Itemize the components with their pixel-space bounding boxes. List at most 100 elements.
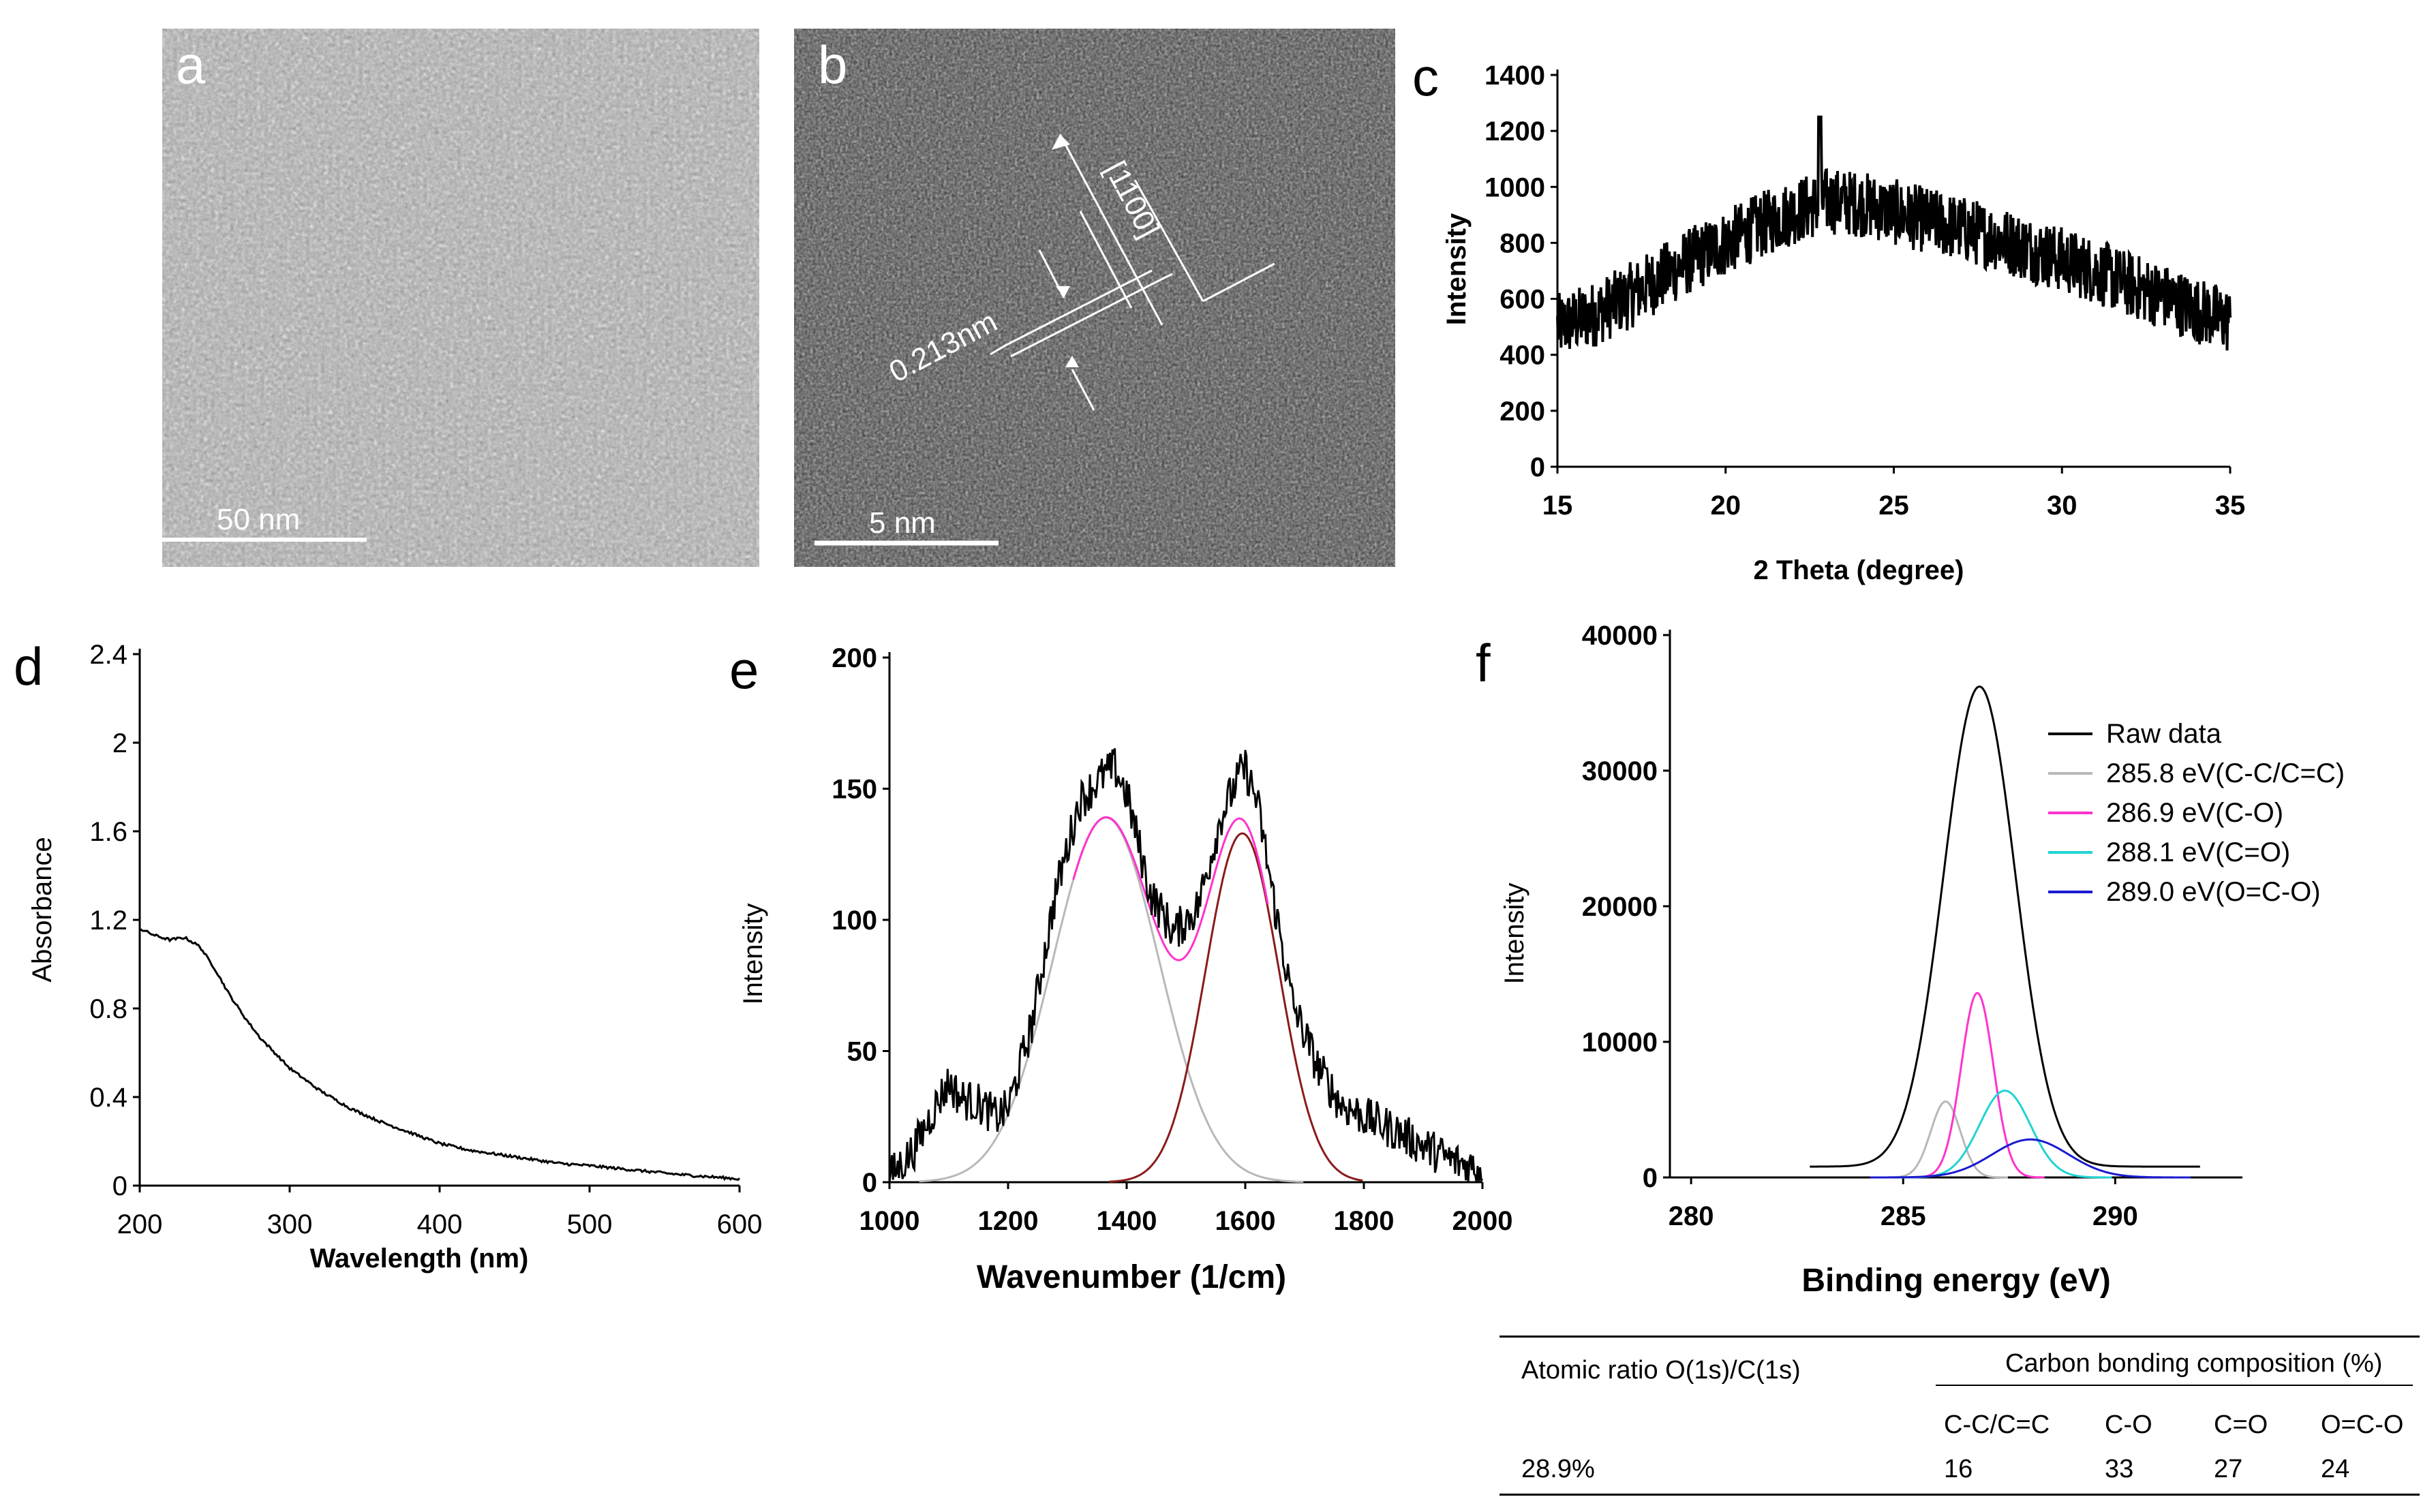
chart-e-xlabel: Wavenumber (1/cm) — [977, 1259, 1286, 1295]
y-tick-label: 0 — [862, 1168, 877, 1198]
table-col-header: O=C-O — [2321, 1410, 2404, 1439]
raman-raw-line — [888, 748, 1484, 1183]
legend-label: 286.9 eV(C-O) — [2106, 798, 2283, 828]
cumulative-fit-line — [1072, 816, 1269, 961]
y-tick-label: 0 — [1530, 452, 1545, 482]
y-tick-label: 200 — [1499, 397, 1545, 427]
chart-f-ylabel: Intensity — [1499, 883, 1529, 985]
x-tick-label: 600 — [717, 1209, 763, 1239]
chart-d-label: d — [14, 636, 43, 696]
table-col-header: C=O — [2214, 1410, 2268, 1439]
x-tick-label: 1000 — [859, 1206, 920, 1236]
y-tick-label: 40000 — [1582, 621, 1658, 651]
panel-b-label: b — [818, 35, 847, 95]
arrow-icon — [1056, 286, 1070, 298]
absorbance-series-line — [139, 928, 741, 1182]
x-tick-label: 500 — [567, 1209, 613, 1239]
y-tick-label: 600 — [1499, 285, 1545, 315]
panel-b-scale-label: 5 nm — [869, 506, 936, 540]
y-tick-label: 0.8 — [89, 994, 127, 1024]
table-cell: 16 — [1944, 1455, 1973, 1483]
xps-component-line — [1909, 991, 2045, 1179]
xps-chart: f 0 10000 20000 30000 40000 280 285 290 Raw dat… — [1476, 621, 2345, 1299]
legend-label: 289.0 eV(O=C-O) — [2106, 877, 2321, 907]
chart-c-label: c — [1412, 47, 1439, 107]
legend-label: 285.8 eV(C-C/C=C) — [2106, 758, 2345, 788]
chart-d-xlabel: Wavelength (nm) — [310, 1244, 529, 1274]
y-tick-label: 200 — [832, 643, 877, 673]
x-tick-label: 290 — [2092, 1201, 2138, 1231]
x-tick-label: 1200 — [978, 1206, 1039, 1236]
uvvis-chart: d 0 0.4 0.8 1.2 1.6 2 2.4 200 300 400 500 600 Wavel… — [14, 636, 763, 1274]
x-tick-label: 2000 — [1452, 1206, 1513, 1236]
panel-a-tem-image: a 50 nm — [162, 29, 759, 567]
chart-e-label: e — [729, 640, 759, 700]
y-tick-label: 1400 — [1485, 61, 1545, 91]
x-tick-label: 400 — [417, 1209, 463, 1239]
y-tick-label: 2 — [112, 728, 127, 758]
y-tick-label: 100 — [832, 906, 877, 936]
table-cell: 33 — [2105, 1455, 2134, 1483]
raman-chart: e 0 50 100 150 200 1000 1200 1400 1600 1800 2000 W… — [729, 640, 1513, 1295]
y-tick-label: 10000 — [1582, 1028, 1658, 1058]
xrd-chart: c 0 200 400 600 800 1000 1200 1400 15 20 25 30 35 2 … — [1412, 47, 2246, 585]
carbon-composition-table: Atomic ratio O(1s)/C(1s) Carbon bonding … — [1499, 1336, 2420, 1499]
x-tick-label: 1600 — [1215, 1206, 1276, 1236]
table-bottom-rule — [1499, 1494, 2420, 1496]
y-tick-label: 2.4 — [89, 640, 127, 670]
arrow-icon — [1065, 356, 1079, 367]
panel-a-label: a — [176, 35, 206, 95]
table-group-rule — [1936, 1385, 2413, 1386]
y-tick-label: 1.2 — [89, 906, 127, 936]
arrow-icon — [1052, 134, 1070, 150]
xps-raw-line — [1810, 685, 2200, 1168]
y-tick-label: 30000 — [1582, 756, 1658, 786]
xps-component-line — [1870, 1138, 2191, 1179]
table-cell: 27 — [2214, 1455, 2243, 1483]
y-tick-label: 400 — [1499, 341, 1545, 371]
y-tick-label: 1.6 — [89, 817, 127, 847]
x-tick-label: 30 — [2047, 491, 2077, 521]
table-header-ratio: Atomic ratio O(1s)/C(1s) — [1521, 1356, 1801, 1385]
x-tick-label: 300 — [267, 1209, 313, 1239]
x-tick-label: 1800 — [1334, 1206, 1395, 1236]
x-tick-label: 1400 — [1097, 1206, 1157, 1236]
x-tick-label: 280 — [1669, 1201, 1714, 1231]
table-cell-ratio: 28.9% — [1521, 1455, 1595, 1483]
x-tick-label: 285 — [1881, 1201, 1926, 1231]
table-cell: 24 — [2321, 1455, 2350, 1483]
g-band-fit-line — [1108, 832, 1363, 1183]
x-tick-label: 200 — [117, 1209, 163, 1239]
table-col-header: C-C/C=C — [1944, 1410, 2050, 1439]
y-tick-label: 800 — [1499, 228, 1545, 258]
y-tick-label: 150 — [832, 775, 877, 805]
lattice-annotation — [990, 134, 1275, 411]
y-tick-label: 20000 — [1582, 892, 1658, 922]
x-tick-label: 15 — [1542, 491, 1573, 521]
d-band-fit-line — [919, 816, 1304, 1183]
x-tick-label: 25 — [1878, 491, 1909, 521]
chart-f-xlabel: Binding energy (eV) — [1801, 1263, 2110, 1299]
x-tick-label: 35 — [2215, 491, 2246, 521]
xrd-series-line — [1556, 115, 2232, 351]
y-tick-label: 50 — [847, 1037, 878, 1067]
y-tick-label: 1000 — [1485, 172, 1545, 202]
panel-a-scale-label: 50 nm — [217, 503, 300, 536]
chart-e-ylabel: Intensity — [738, 904, 768, 1005]
table-top-rule — [1499, 1336, 2420, 1338]
x-tick-label: 20 — [1711, 491, 1741, 521]
table-header-group: Carbon bonding composition (%) — [2005, 1349, 2383, 1378]
y-tick-label: 0.4 — [89, 1083, 127, 1113]
chart-d-ylabel: Absorbance — [27, 837, 57, 982]
y-tick-label: 1200 — [1485, 117, 1545, 146]
chart-f-label: f — [1476, 633, 1491, 693]
table-col-header: C-O — [2105, 1410, 2152, 1439]
xps-component-line — [1883, 1100, 2008, 1179]
y-tick-label: 0 — [112, 1171, 127, 1201]
chart-c-xlabel: 2 Theta (degree) — [1754, 555, 1964, 585]
legend-label: Raw data — [2106, 719, 2222, 749]
chart-c-ylabel: Intensity — [1442, 213, 1472, 325]
panel-b-hrtem-image: b 0.213nm [1100] 5 nm — [794, 29, 1395, 567]
legend-label: 288.1 eV(C=O) — [2106, 837, 2290, 867]
y-tick-label: 0 — [1643, 1163, 1658, 1193]
